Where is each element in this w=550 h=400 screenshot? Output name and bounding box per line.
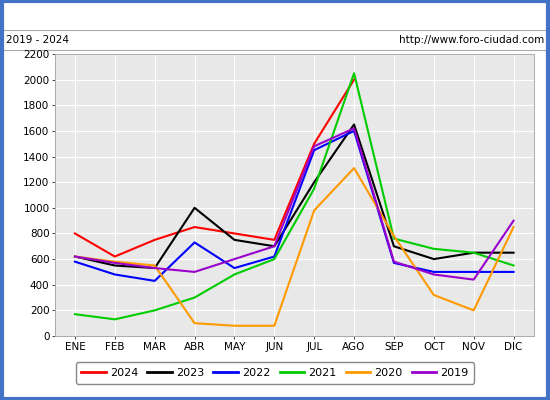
Text: Evolucion Nº Turistas Nacionales en el municipio de Isábena: Evolucion Nº Turistas Nacionales en el m… <box>75 8 475 22</box>
Text: http://www.foro-ciudad.com: http://www.foro-ciudad.com <box>399 35 544 45</box>
Legend: 2024, 2023, 2022, 2021, 2020, 2019: 2024, 2023, 2022, 2021, 2020, 2019 <box>76 362 474 384</box>
Text: 2019 - 2024: 2019 - 2024 <box>6 35 69 45</box>
